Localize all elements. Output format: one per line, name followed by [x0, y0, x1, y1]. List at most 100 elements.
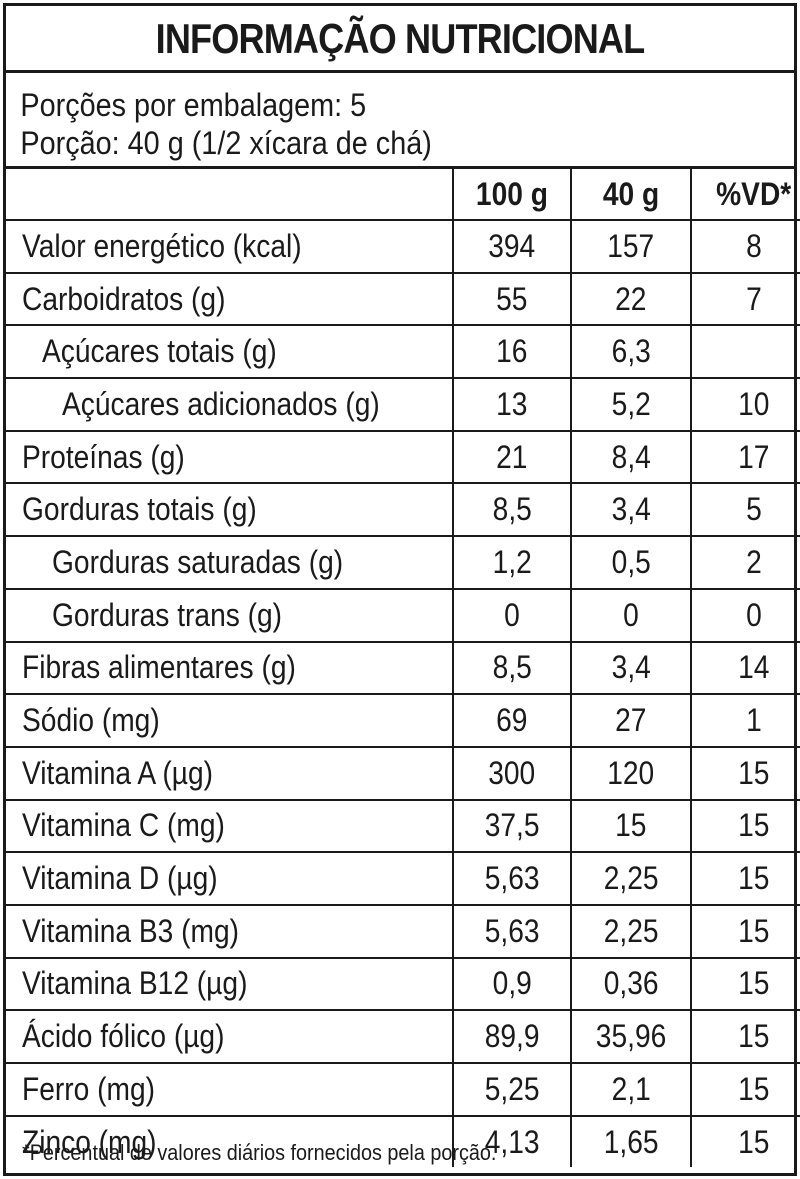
- daily-value-percent: 0: [690, 588, 800, 643]
- value-per-portion: 2,25: [570, 904, 691, 959]
- nutrient-name: Vitamina B12 (µg): [6, 957, 453, 1012]
- header-100g: 100 g: [452, 169, 571, 221]
- servings-per-package: Porções por embalagem: 5: [20, 87, 367, 123]
- daily-value-percent: 14: [690, 641, 800, 696]
- value-per-100g: 300: [452, 746, 571, 801]
- value-per-100g: 8,5: [452, 641, 571, 696]
- table-row: Vitamina D (µg) 5,63 2,25 15: [6, 852, 800, 906]
- value-per-100g: 0,9: [452, 957, 571, 1012]
- table-row: Zinco (mg) 4,13 1,65 15: [6, 1115, 800, 1168]
- value-per-100g: 89,9: [452, 1010, 571, 1064]
- value-per-portion: 3,4: [570, 641, 691, 696]
- daily-value-percent: 15: [690, 1010, 800, 1064]
- nutrient-name: Vitamina C (mg): [6, 799, 453, 854]
- value-per-100g: 5,63: [452, 852, 571, 906]
- value-per-100g: 16: [452, 325, 571, 380]
- table-row: Açúcares totais (g) 16 6,3: [6, 325, 800, 380]
- label-title: INFORMAÇÃO NUTRICIONAL: [155, 15, 646, 62]
- value-per-portion: 157: [570, 220, 691, 274]
- value-per-100g: 13: [452, 378, 571, 432]
- value-per-portion: 8,4: [570, 430, 691, 485]
- nutrient-name: Gorduras saturadas (g): [6, 536, 453, 590]
- value-per-portion: 6,3: [570, 325, 691, 380]
- table-row: Ferro (mg) 5,25 2,1 15: [6, 1063, 800, 1117]
- portion-divider: [6, 166, 794, 169]
- daily-value-percent: 15: [690, 746, 800, 801]
- value-per-100g: 5,63: [452, 904, 571, 959]
- header-vd: %VD*: [690, 169, 800, 221]
- daily-value-percent: 15: [690, 957, 800, 1012]
- nutrient-name: Carboidratos (g): [6, 272, 453, 327]
- table-row: Fibras alimentares (g) 8,5 3,4 14: [6, 641, 800, 696]
- daily-value-percent: 10: [690, 378, 800, 432]
- nutrient-name: Fibras alimentares (g): [6, 641, 453, 696]
- table-row: Carboidratos (g) 55 22 7: [6, 272, 800, 327]
- value-per-100g: 5,25: [452, 1063, 571, 1117]
- daily-value-percent: 15: [690, 904, 800, 959]
- daily-value-percent: 8: [690, 220, 800, 274]
- value-per-portion: 3,4: [570, 483, 691, 538]
- nutrient-name: Gorduras totais (g): [6, 483, 453, 538]
- nutrition-table-body: Valor energético (kcal) 394 157 8 Carboidrat…: [6, 220, 800, 1168]
- nutrition-table: 100 g 40 g %VD* Valor energético (kcal) 3…: [6, 169, 800, 1168]
- nutrient-name: Vitamina A (µg): [6, 746, 453, 801]
- portion-info: Porções por embalagem: 5 Porção: 40 g (1…: [6, 73, 715, 166]
- value-per-portion: 120: [570, 746, 691, 801]
- value-per-portion: 22: [570, 272, 691, 327]
- table-header-row: 100 g 40 g %VD*: [6, 169, 800, 221]
- title-divider: [6, 70, 794, 73]
- daily-value-percent: 17: [690, 430, 800, 485]
- table-row: Açúcares adicionados (g) 13 5,2 10: [6, 378, 800, 432]
- value-per-portion: 0,36: [570, 957, 691, 1012]
- daily-value-percent: 15: [690, 852, 800, 906]
- value-per-portion: 5,2: [570, 378, 691, 432]
- table-row: Proteínas (g) 21 8,4 17: [6, 430, 800, 485]
- header-40g: 40 g: [570, 169, 691, 221]
- table-row: Gorduras saturadas (g) 1,2 0,5 2: [6, 536, 800, 590]
- daily-value-percent: 1: [690, 694, 800, 748]
- value-per-portion: 0,5: [570, 536, 691, 590]
- daily-value-percent: 15: [690, 1115, 800, 1168]
- value-per-100g: 1,2: [452, 536, 571, 590]
- table-row: Vitamina A (µg) 300 120 15: [6, 746, 800, 801]
- nutrient-name: Açúcares adicionados (g): [6, 378, 453, 432]
- nutrient-name: Sódio (mg): [6, 694, 453, 748]
- value-per-portion: 15: [570, 799, 691, 854]
- value-per-100g: 8,5: [452, 483, 571, 538]
- table-row: Gorduras totais (g) 8,5 3,4 5: [6, 483, 800, 538]
- nutrient-name: Valor energético (kcal): [6, 220, 453, 274]
- table-row: Sódio (mg) 69 27 1: [6, 694, 800, 748]
- table-row: Vitamina B12 (µg) 0,9 0,36 15: [6, 957, 800, 1012]
- header-nutrient-column: [6, 169, 453, 221]
- daily-value-percent: 15: [690, 1063, 800, 1117]
- daily-value-percent: 7: [690, 272, 800, 327]
- daily-value-percent: 2: [690, 536, 800, 590]
- footnote: *Percentual de valores diários fornecido…: [22, 1140, 497, 1165]
- table-row: Valor energético (kcal) 394 157 8: [6, 220, 800, 274]
- value-per-portion: 0: [570, 588, 691, 643]
- nutrient-name: Gorduras trans (g): [6, 588, 453, 643]
- value-per-100g: 0: [452, 588, 571, 643]
- daily-value-percent: 5: [690, 483, 800, 538]
- nutrient-name: Ferro (mg): [6, 1063, 453, 1117]
- portion-size: Porção: 40 g (1/2 xícara de chá): [20, 125, 432, 161]
- value-per-100g: 55: [452, 272, 571, 327]
- value-per-portion: 1,65: [570, 1115, 691, 1168]
- nutrient-name: Açúcares totais (g): [6, 325, 453, 380]
- nutrient-name: Vitamina B3 (mg): [6, 904, 453, 959]
- nutrient-name: Proteínas (g): [6, 430, 453, 485]
- daily-value-percent: [690, 325, 800, 380]
- value-per-100g: 37,5: [452, 799, 571, 854]
- value-per-100g: 69: [452, 694, 571, 748]
- value-per-100g: 4,13: [452, 1115, 571, 1168]
- table-row: Vitamina B3 (mg) 5,63 2,25 15: [6, 904, 800, 959]
- value-per-portion: 35,96: [570, 1010, 691, 1064]
- table-row: Gorduras trans (g) 0 0 0: [6, 588, 800, 643]
- value-per-100g: 21: [452, 430, 571, 485]
- value-per-portion: 27: [570, 694, 691, 748]
- daily-value-percent: 15: [690, 799, 800, 854]
- nutrient-name: Ácido fólico (µg): [6, 1010, 453, 1064]
- table-row: Ácido fólico (µg) 89,9 35,96 15: [6, 1010, 800, 1064]
- table-row: Vitamina C (mg) 37,5 15 15: [6, 799, 800, 854]
- nutrient-name: Vitamina D (µg): [6, 852, 453, 906]
